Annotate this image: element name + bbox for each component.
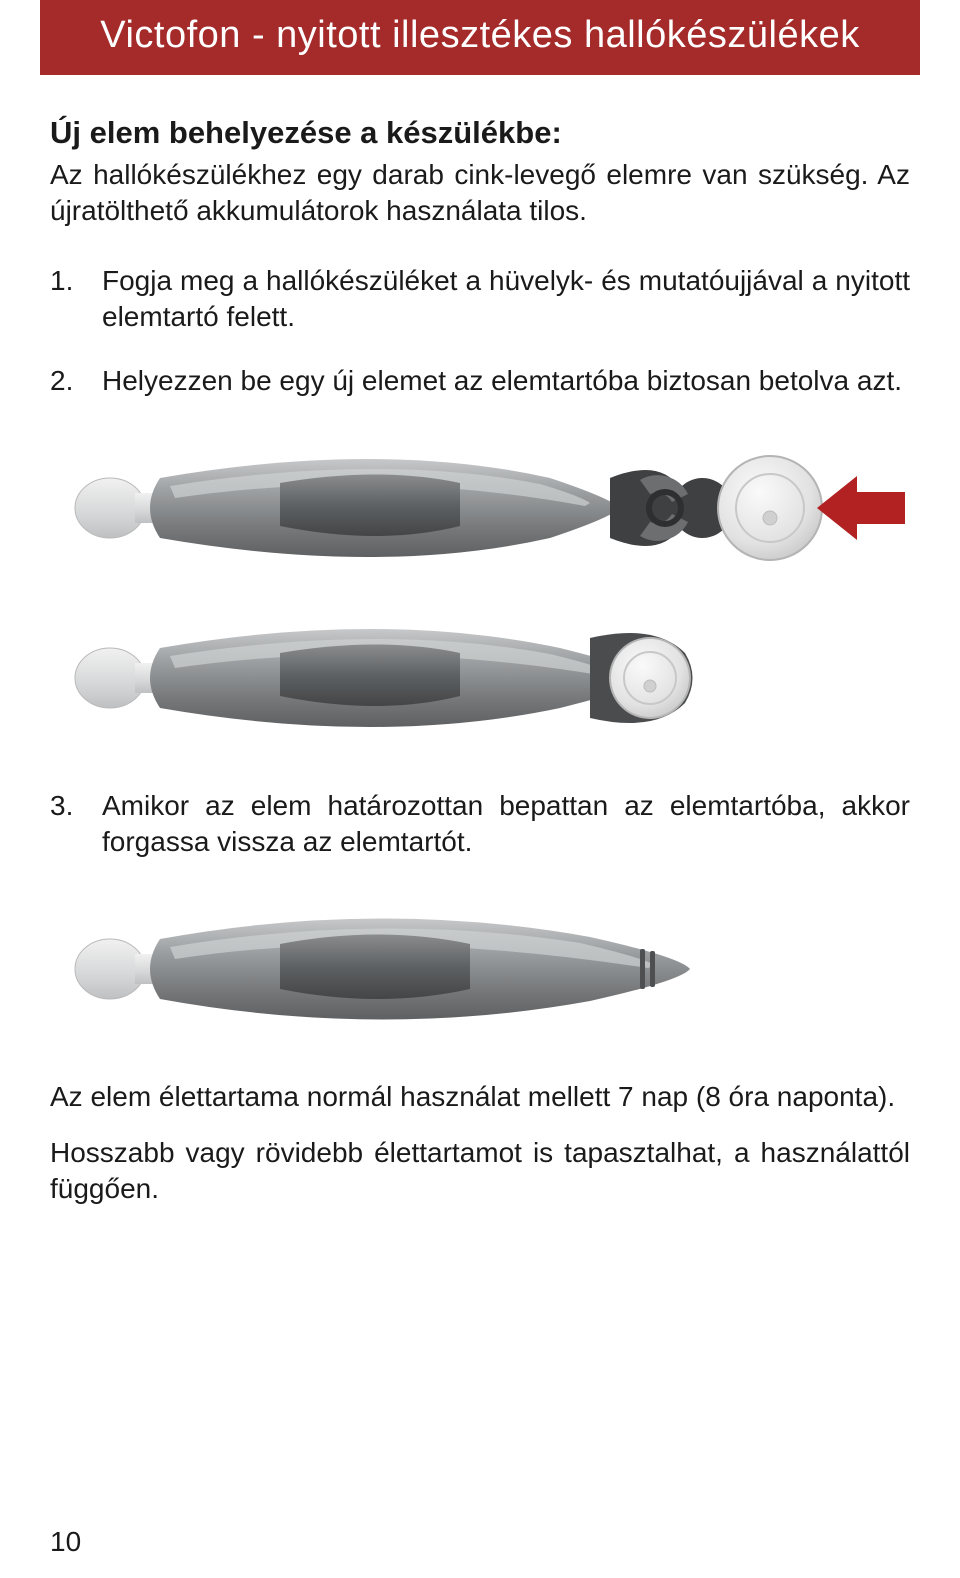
step-number: 3. <box>50 788 80 861</box>
figure-battery-insert <box>50 428 910 758</box>
step-text: Amikor az elem határozottan bepattan az … <box>102 788 910 861</box>
closing-paragraph: Hosszabb vagy rövidebb élettartamot is t… <box>50 1135 910 1208</box>
step-text: Fogja meg a hallókészüléket a hüvelyk- é… <box>102 263 910 336</box>
step-number: 1. <box>50 263 80 336</box>
page-number: 10 <box>50 1526 81 1558</box>
step-number: 2. <box>50 363 80 399</box>
hearing-aid-illustration-icon <box>50 428 910 758</box>
closing-paragraph: Az elem élettartama normál használat mel… <box>50 1079 910 1115</box>
step-text: Helyezzen be egy új elemet az elemtartób… <box>102 363 910 399</box>
step-item: 2. Helyezzen be egy új elemet az elemtar… <box>50 363 910 399</box>
step-item: 3. Amikor az elem határozottan bepattan … <box>50 788 910 861</box>
content-area: Új elem behelyezése a készülékbe: Az hal… <box>0 115 960 1208</box>
header-title: Victofon - nyitott illesztékes hallókész… <box>100 14 859 56</box>
figure-closed-device <box>50 889 910 1049</box>
hearing-aid-closed-icon <box>50 889 750 1049</box>
section-heading: Új elem behelyezése a készülékbe: <box>50 115 910 151</box>
step-item: 1. Fogja meg a hallókészüléket a hüvelyk… <box>50 263 910 336</box>
arrow-icon <box>817 476 905 540</box>
intro-paragraph: Az hallókészülékhez egy darab cink-leveg… <box>50 157 910 229</box>
header-bar: Victofon - nyitott illesztékes hallókész… <box>40 0 920 75</box>
